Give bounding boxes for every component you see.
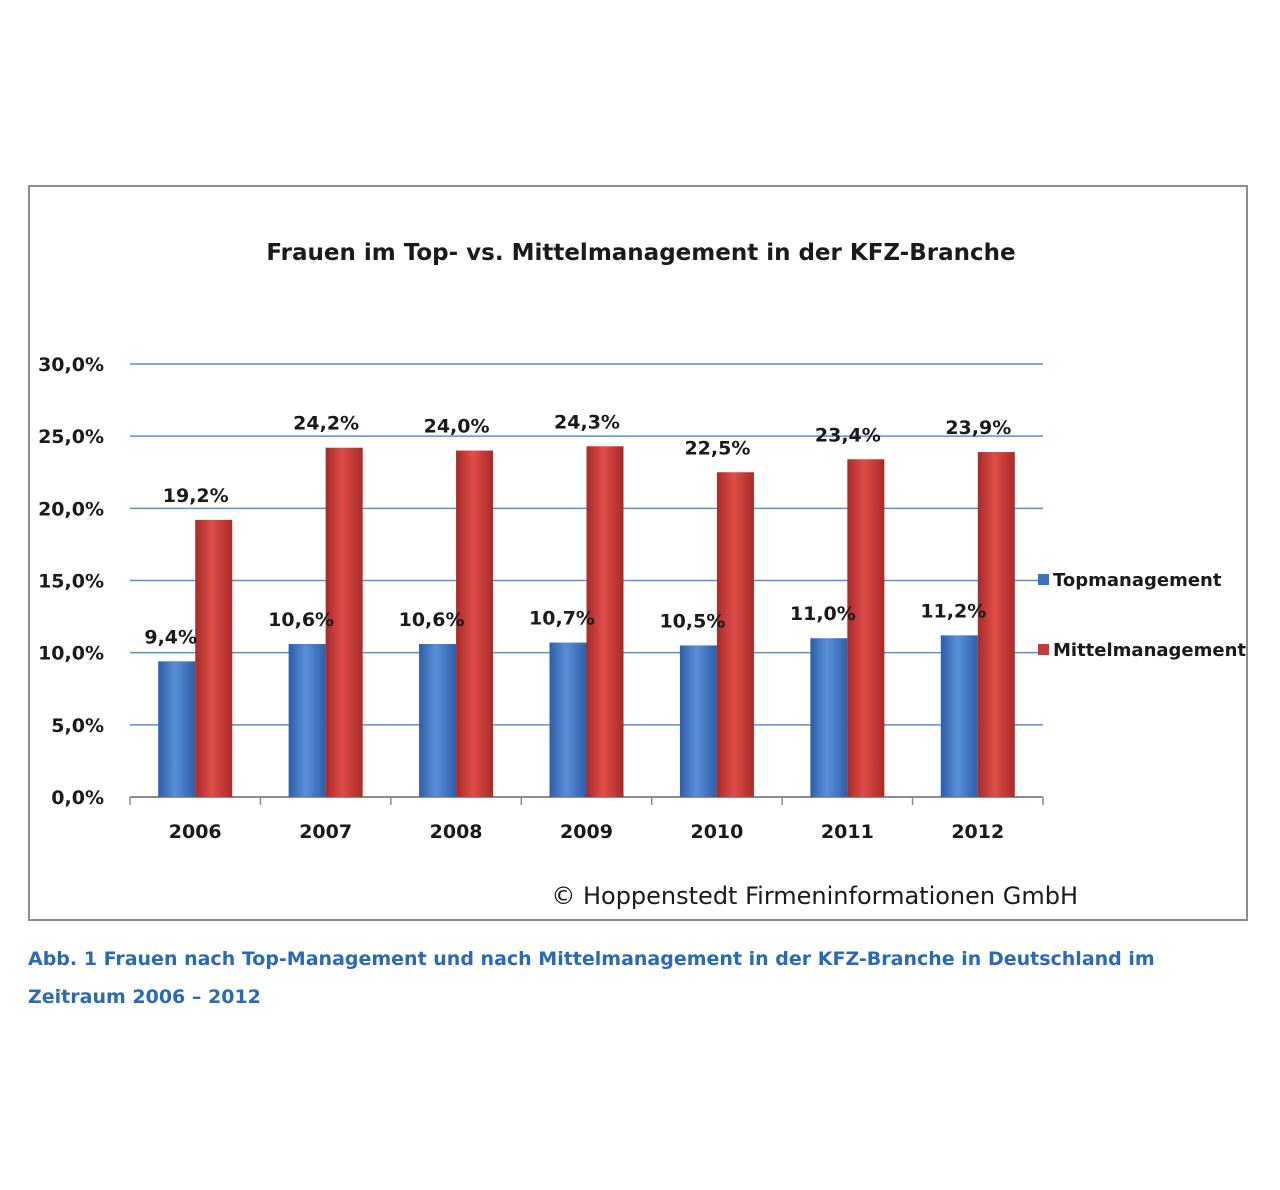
x-tick-label: 2010: [690, 821, 743, 843]
data-label: 10,7%: [529, 608, 595, 630]
chart-title: Frauen im Top- vs. Mittelmanagement in d…: [266, 240, 1015, 266]
x-tick-label: 2009: [560, 821, 613, 843]
bar-mittelmanagement: [456, 450, 494, 797]
y-tick-label: 5,0%: [51, 715, 104, 737]
data-label: 23,9%: [945, 417, 1011, 439]
data-label: 10,5%: [659, 610, 725, 632]
data-label: 24,0%: [424, 416, 490, 438]
data-label: 10,6%: [268, 609, 334, 631]
bar-mittelmanagement: [586, 446, 624, 797]
bar-mittelmanagement: [325, 447, 363, 797]
data-labels: 9,4% 10,6% 10,6% 10,7% 10,5% 11,0% 11,2% 19,2% 2…: [144, 411, 1011, 648]
y-tick-label: 20,0%: [38, 498, 104, 520]
x-tick-label: 2008: [430, 821, 483, 843]
bar-topmanagement: [158, 661, 196, 797]
bar-topmanagement: [679, 645, 717, 797]
data-label: 11,0%: [790, 603, 856, 625]
bar-mittelmanagement: [977, 452, 1015, 797]
data-label: 19,2%: [163, 485, 229, 507]
legend-label: Topmanagement: [1053, 570, 1222, 591]
y-tick-label: 25,0%: [38, 426, 104, 448]
data-label: 11,2%: [920, 600, 986, 622]
bar-mittelmanagement: [716, 472, 754, 797]
x-tick-label: 2007: [299, 821, 352, 843]
data-label: 23,4%: [815, 424, 881, 446]
x-tick-label: 2011: [821, 821, 874, 843]
data-label: 10,6%: [399, 609, 465, 631]
bar-topmanagement: [940, 635, 978, 797]
figure-caption: Abb. 1 Frauen nach Top-Management und na…: [28, 948, 1155, 1008]
legend-label: Mittelmanagement: [1053, 640, 1246, 661]
y-tick-label: 10,0%: [38, 643, 104, 665]
data-label: 22,5%: [684, 437, 750, 459]
y-tick-label: 30,0%: [38, 354, 104, 376]
bars: [158, 446, 1015, 797]
bar-mittelmanagement: [847, 459, 885, 797]
legend: Topmanagement Mittelmanagement: [1038, 570, 1246, 661]
data-label: 9,4%: [144, 626, 197, 648]
bar-topmanagement: [810, 638, 848, 797]
y-tick-label: 15,0%: [38, 571, 104, 593]
axes: 0,0% 5,0% 10,0% 15,0% 20,0% 25,0% 30,0% 2006 200…: [38, 354, 1044, 843]
bar-topmanagement: [549, 642, 587, 797]
data-label: 24,2%: [293, 413, 359, 435]
legend-swatch: [1038, 574, 1049, 585]
data-label: 24,3%: [554, 411, 620, 433]
copyright-text: © Hoppenstedt Firmeninformationen GmbH: [551, 882, 1078, 910]
x-tick-label: 2012: [951, 821, 1004, 843]
bar-topmanagement: [288, 644, 326, 797]
bar-mittelmanagement: [195, 519, 233, 797]
y-tick-label: 0,0%: [51, 787, 104, 809]
x-tick-label: 2006: [169, 821, 222, 843]
bar-topmanagement: [419, 644, 457, 797]
legend-swatch: [1038, 644, 1049, 655]
